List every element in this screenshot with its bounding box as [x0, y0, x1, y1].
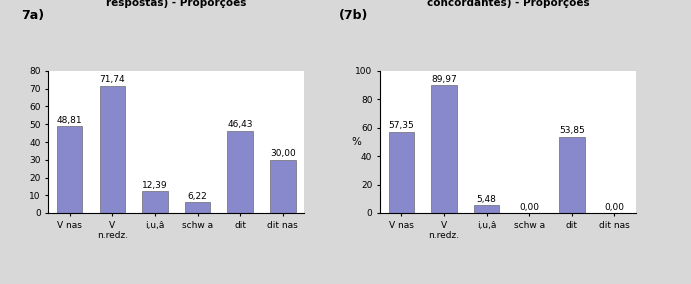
Bar — [474, 205, 500, 213]
Bar — [227, 131, 253, 213]
Text: 12,39: 12,39 — [142, 181, 168, 190]
Bar — [57, 126, 82, 213]
Text: 30,00: 30,00 — [270, 149, 296, 158]
Text: 0,00: 0,00 — [605, 202, 625, 212]
Text: 89,97: 89,97 — [431, 75, 457, 84]
Bar — [431, 85, 457, 213]
Bar — [388, 131, 414, 213]
Bar — [184, 202, 210, 213]
Text: (7b): (7b) — [339, 9, 368, 22]
Text: 7a): 7a) — [21, 9, 44, 22]
Bar — [270, 160, 296, 213]
Text: 57,35: 57,35 — [388, 121, 414, 130]
Text: 5,48: 5,48 — [477, 195, 497, 204]
Bar — [142, 191, 168, 213]
Bar — [100, 86, 125, 213]
Text: %: % — [351, 137, 361, 147]
Text: 48,81: 48,81 — [57, 116, 82, 125]
Text: Núcleo do CS (3 tipos de w; respostas
concordantes) - Proporções: Núcleo do CS (3 tipos de w; respostas co… — [396, 0, 620, 8]
Text: 46,43: 46,43 — [227, 120, 253, 129]
Text: 53,85: 53,85 — [559, 126, 585, 135]
Text: 71,74: 71,74 — [100, 75, 125, 84]
Text: 0,00: 0,00 — [519, 202, 539, 212]
Text: Núcleo do CS (3 tipos de w; todas as
respostas) - Proporções: Núcleo do CS (3 tipos de w; todas as res… — [68, 0, 284, 8]
Bar — [559, 137, 585, 213]
Text: 6,22: 6,22 — [188, 191, 207, 201]
